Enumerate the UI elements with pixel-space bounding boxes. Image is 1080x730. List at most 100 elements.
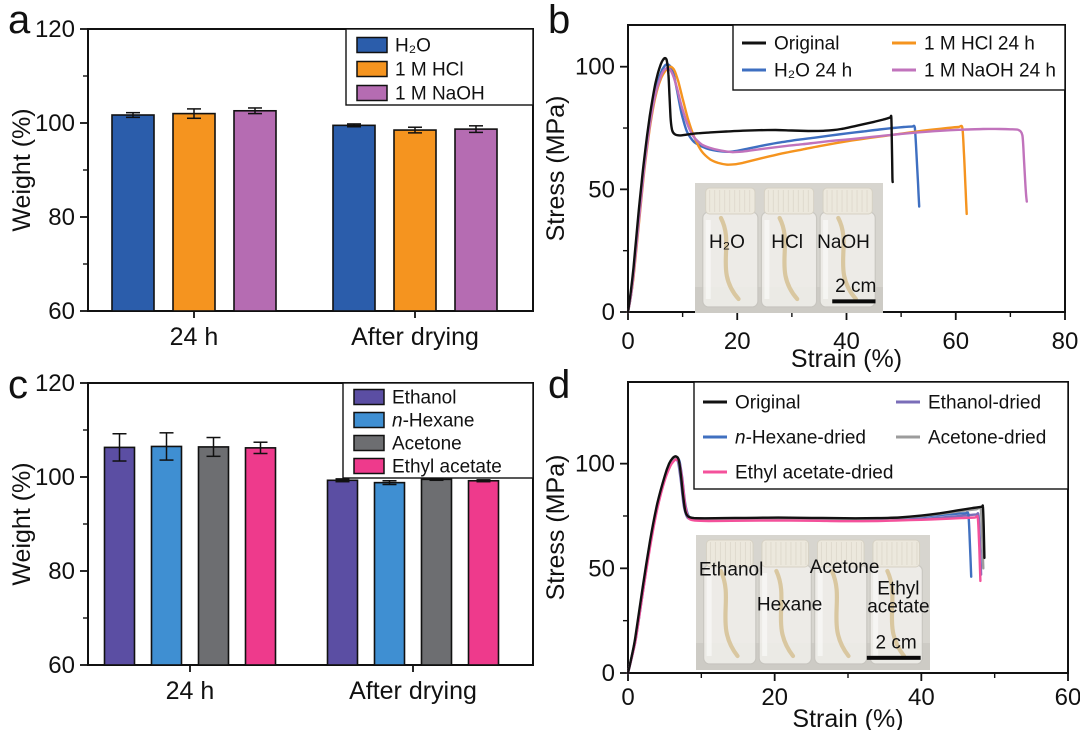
vial-highlight	[823, 220, 829, 299]
x-tick-label: 20	[761, 684, 788, 711]
y-axis-label: Weight (%)	[8, 108, 36, 231]
x-tick-label: 60	[942, 328, 969, 355]
vial-cap	[705, 187, 756, 215]
bar-24 h-n-Hexane	[150, 445, 183, 666]
legend-label: Acetone	[392, 434, 462, 455]
y-axis-label: Stress (MPa)	[542, 455, 570, 601]
x-tick-label: 40	[833, 328, 860, 355]
panel-label-a: a	[8, 0, 31, 42]
scale-bar	[832, 299, 876, 304]
vial-highlight	[705, 220, 711, 299]
film-strip	[777, 215, 800, 302]
legend-label: 1 M NaOH 24 h	[924, 61, 1056, 82]
panel-d-chart: 0 20 40 60 0 50 100 Strain (%) Stress (MPa) Ethan…	[542, 381, 1080, 730]
y-tick-label: 80	[48, 204, 75, 231]
legend-swatch	[353, 434, 385, 452]
x-axis-label: Strain (%)	[791, 345, 902, 373]
inset-label: Ethyl	[877, 578, 919, 599]
bar-24 h-1 M NaOH	[233, 109, 277, 312]
scale-bar-label: 2 cm	[835, 276, 876, 297]
panel-label-c: c	[8, 363, 28, 407]
film-strip	[718, 568, 740, 659]
vial	[703, 539, 757, 665]
x-category-label: 24 h	[166, 677, 215, 705]
vial	[758, 539, 812, 665]
legend-box	[693, 381, 1069, 490]
inset-label: Acetone	[810, 557, 880, 578]
panel-d: d 0 20 40 60 0 50 100 Strain (%) Stress (MPa) Eth…	[540, 365, 1080, 730]
x-tick-label: 60	[1055, 684, 1080, 711]
legend-label: Ethanol	[392, 388, 456, 409]
legend-swatch	[356, 36, 388, 54]
legend-label: 1 M HCl	[395, 60, 464, 81]
vial-cap	[763, 187, 815, 215]
panel-a-chart: 60 80 100 120 Weight (%) 24 h After drying H₂O 1…	[8, 16, 534, 351]
vial-body	[760, 211, 818, 308]
legend-label: Ethanol-dried	[928, 393, 1041, 414]
legend-label: n-Hexane-dried	[735, 428, 866, 449]
y-tick-label: 60	[48, 652, 75, 679]
y-axis-label: Stress (MPa)	[542, 96, 570, 242]
scale-bar	[866, 655, 921, 660]
y-tick-label: 0	[602, 299, 615, 326]
film-strip	[774, 568, 796, 659]
y-tick-label: 120	[35, 370, 75, 397]
y-tick-label: 100	[35, 464, 75, 491]
bar-24 h-Ethanol	[103, 446, 136, 666]
vial-highlight	[762, 573, 768, 656]
vial-highlight	[764, 220, 770, 299]
vial	[760, 187, 818, 308]
curve-Original	[626, 56, 894, 314]
vial	[702, 187, 759, 308]
x-tick-label: 40	[908, 684, 935, 711]
film-strip	[836, 215, 858, 302]
panel-c-chart: 60 80 100 120 Weight (%) 24 h After drying Etha…	[8, 370, 534, 705]
scale-bar-label: 2 cm	[875, 632, 916, 653]
vial	[869, 539, 923, 665]
x-category-label: After drying	[349, 677, 477, 705]
inset-label: Hexane	[757, 595, 823, 616]
legend-label: 1 M HCl 24 h	[924, 34, 1035, 55]
y-tick-label: 50	[588, 555, 615, 582]
x-axis-label: Strain (%)	[792, 705, 903, 730]
panel-c: c 60 80 100 120 Weight (%) 24 h After drying Et…	[0, 365, 540, 730]
legend-label: H₂O 24 h	[774, 61, 852, 82]
panel-b: b 0 20 40 60 80 0 50 100 Strain (%) Stress (MPa) H…	[540, 0, 1080, 373]
vial-highlight	[817, 573, 823, 656]
panel-label-d: d	[548, 363, 571, 407]
x-category-label: After drying	[351, 323, 479, 351]
legend-swatch	[356, 60, 388, 78]
legend-label: H₂O	[395, 36, 431, 57]
bar-24 h-Ethyl acetate	[244, 447, 277, 666]
panel-label-b: b	[548, 0, 571, 42]
vial-cap	[872, 539, 921, 568]
vial-highlight	[873, 573, 879, 656]
legend-label: 1 M NaOH	[395, 84, 485, 105]
y-tick-label: 0	[602, 660, 615, 687]
curve-1 M NaOH 24 h	[626, 67, 1028, 314]
legend-swatch	[353, 411, 385, 429]
y-tick-label: 80	[48, 558, 75, 585]
inset-label: acetate	[867, 596, 929, 617]
vial-cap	[816, 539, 865, 568]
x-tick-label: 0	[621, 684, 634, 711]
vial-highlight	[706, 573, 712, 656]
bar-After drying-n-Hexane	[373, 481, 406, 666]
y-axis-label: Weight (%)	[8, 462, 36, 585]
inset-label: HCl	[771, 232, 803, 253]
vial-body	[702, 211, 759, 308]
y-tick-label: 100	[35, 110, 75, 137]
y-tick-label: 50	[588, 176, 615, 203]
y-tick-label: 100	[575, 451, 615, 478]
x-tick-label: 80	[1052, 328, 1079, 355]
inset-photo: H₂O HCl NaOH 2 cm	[695, 183, 883, 313]
bar-After drying-Ethanol	[326, 479, 359, 666]
y-tick-label: 100	[575, 54, 615, 81]
vial-cap	[822, 187, 873, 215]
legend-label: Ethyl acetate-dried	[735, 463, 893, 484]
legend-label: Ethyl acetate	[392, 457, 502, 478]
panel-a: a 60 80 100 120 Weight (%) 24 h After drying H₂…	[0, 0, 540, 365]
bar-24 h-Acetone	[197, 446, 230, 666]
